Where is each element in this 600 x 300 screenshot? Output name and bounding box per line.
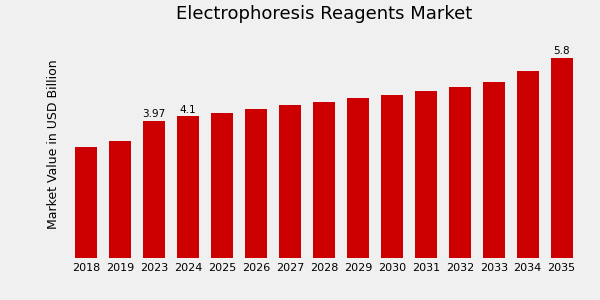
Bar — [381, 94, 403, 258]
Bar — [483, 82, 505, 258]
Text: 3.97: 3.97 — [143, 109, 166, 119]
Bar — [76, 148, 97, 258]
Bar — [449, 87, 471, 258]
Text: 4.1: 4.1 — [180, 105, 197, 115]
Y-axis label: Market Value in USD Billion: Market Value in USD Billion — [47, 59, 61, 229]
Bar — [347, 98, 369, 258]
Bar — [415, 91, 437, 258]
Title: Electrophoresis Reagents Market: Electrophoresis Reagents Market — [176, 5, 472, 23]
Bar — [109, 140, 131, 258]
Text: 5.8: 5.8 — [553, 46, 570, 56]
Bar — [517, 71, 539, 258]
Bar — [177, 116, 199, 258]
Bar — [279, 105, 301, 258]
Bar — [245, 109, 267, 258]
Bar — [313, 102, 335, 258]
Bar — [211, 113, 233, 258]
Bar — [551, 58, 572, 258]
Bar — [143, 121, 165, 258]
